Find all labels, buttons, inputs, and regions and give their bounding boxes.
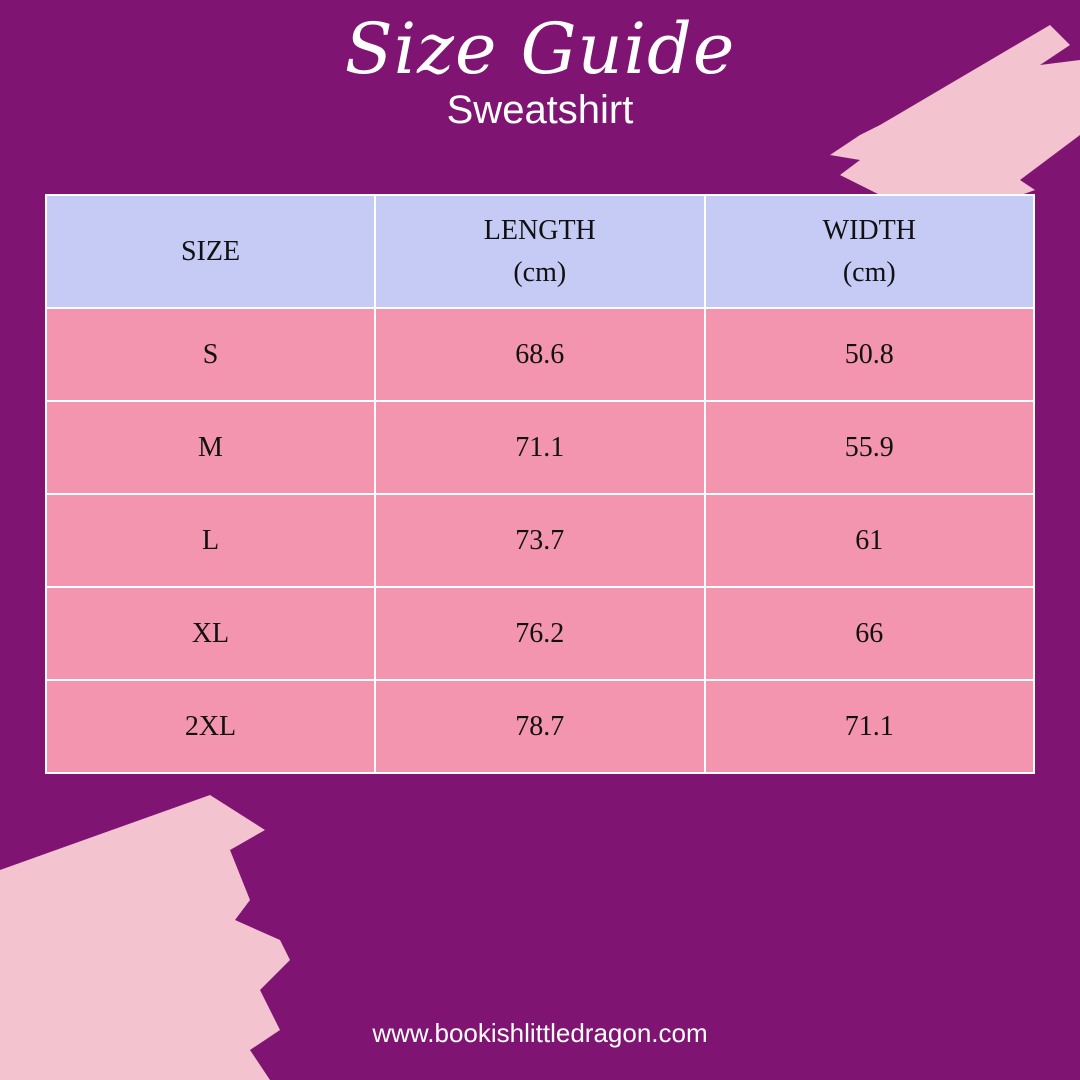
size-cell: 2XL [45, 679, 376, 774]
length-cell: 68.6 [374, 307, 706, 402]
table-row: 2XL 78.7 71.1 [45, 679, 1036, 774]
column-label: SIZE [180, 235, 241, 267]
length-cell: 73.7 [374, 493, 706, 588]
size-cell: XL [45, 586, 376, 681]
width-cell: 61 [703, 493, 1036, 588]
length-cell: 76.2 [374, 586, 706, 681]
column-header-width: WIDTH (cm) [703, 194, 1036, 309]
width-cell: 50.8 [703, 307, 1036, 402]
column-unit: (cm) [513, 256, 567, 288]
length-cell: 71.1 [374, 400, 706, 495]
website-url: www.bookishlittledragon.com [372, 1018, 708, 1048]
size-cell: M [45, 400, 376, 495]
page-subtitle: Sweatshirt [446, 88, 634, 132]
table-header-row: SIZE LENGTH (cm) WIDTH (cm) [45, 194, 1036, 309]
size-table: SIZE LENGTH (cm) WIDTH (cm) S 68.6 50.8 M 71.… [45, 194, 1036, 774]
width-cell: 55.9 [703, 400, 1036, 495]
size-cell: L [45, 493, 376, 588]
length-cell: 78.7 [374, 679, 706, 774]
column-unit: (cm) [842, 256, 896, 288]
size-cell: S [45, 307, 376, 402]
column-label: LENGTH [483, 214, 596, 246]
table-row: S 68.6 50.8 [45, 307, 1036, 402]
table-row: XL 76.2 66 [45, 586, 1036, 681]
table-row: M 71.1 55.9 [45, 400, 1036, 495]
table-row: L 73.7 61 [45, 493, 1036, 588]
page-title: Size Guide [344, 8, 736, 90]
column-header-length: LENGTH (cm) [374, 194, 706, 309]
column-header-size: SIZE [45, 194, 376, 309]
brush-stroke-top-right [830, 25, 1080, 210]
brush-stroke-bottom-left [0, 795, 290, 1080]
width-cell: 66 [703, 586, 1036, 681]
column-label: WIDTH [822, 214, 916, 246]
width-cell: 71.1 [703, 679, 1036, 774]
